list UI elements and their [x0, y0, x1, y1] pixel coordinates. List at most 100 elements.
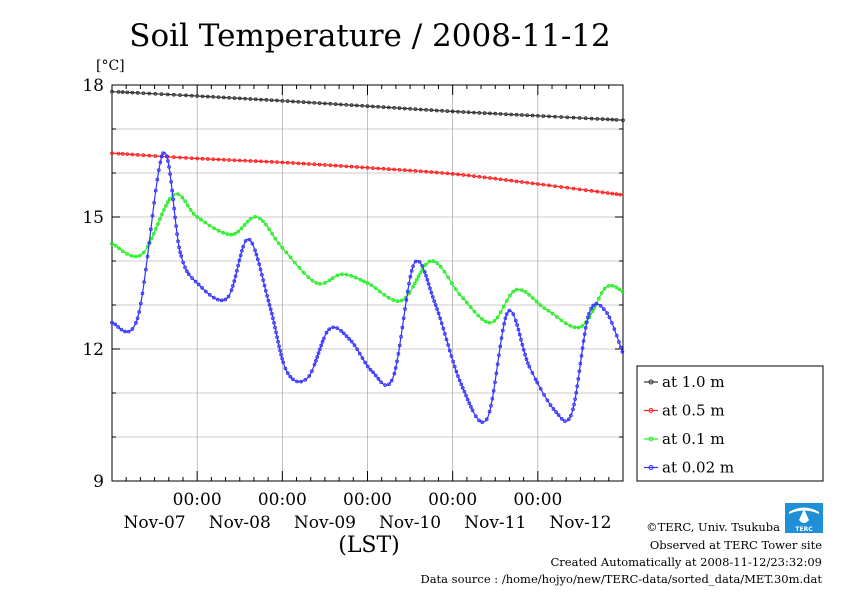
- series-marker: [619, 345, 623, 350]
- series-marker: [582, 332, 587, 336]
- series-marker: [285, 160, 290, 165]
- series-marker: [227, 158, 231, 162]
- series-marker: [491, 388, 496, 393]
- x-tick-time-label: 00:00: [343, 490, 392, 510]
- series-marker: [231, 284, 235, 288]
- series-marker: [464, 300, 469, 305]
- series-marker: [152, 200, 156, 205]
- series-marker: [232, 96, 237, 100]
- series-marker: [293, 260, 297, 265]
- series-marker: [137, 253, 142, 258]
- series-3: [110, 151, 625, 425]
- series-marker: [418, 271, 423, 275]
- series-marker: [488, 111, 492, 116]
- legend-swatch-marker: [648, 465, 654, 470]
- series-marker: [284, 250, 289, 255]
- y-tick-label: 9: [93, 472, 104, 492]
- series-marker: [487, 409, 492, 414]
- x-day-label: Nov-07: [124, 513, 186, 533]
- series-marker: [446, 275, 450, 280]
- series-marker: [150, 213, 155, 218]
- series-marker: [162, 208, 166, 212]
- series-marker: [534, 299, 539, 304]
- series-marker: [276, 241, 281, 246]
- series-marker: [349, 164, 354, 169]
- series-marker: [583, 325, 588, 330]
- series-marker: [279, 352, 283, 357]
- series-marker: [595, 117, 600, 121]
- series-marker: [501, 304, 506, 309]
- series-marker: [598, 303, 603, 308]
- series-marker: [273, 236, 278, 241]
- series-marker: [392, 167, 396, 172]
- y-tick-label: 15: [82, 208, 104, 228]
- series-marker: [450, 281, 454, 286]
- series-marker: [440, 108, 444, 113]
- series-marker: [409, 269, 414, 273]
- series-marker: [514, 287, 519, 292]
- series-marker: [530, 371, 535, 375]
- series-marker: [130, 327, 135, 331]
- series-marker: [327, 327, 332, 332]
- series-marker: [269, 160, 274, 164]
- series-marker: [605, 191, 610, 195]
- series-marker: [400, 325, 405, 330]
- series-marker: [589, 306, 593, 311]
- x-axis-ticks: 00:00 00:00 00:00 00:00 00:00 Nov-07 Nov-08 Nov…: [111, 85, 624, 533]
- series-marker: [504, 298, 509, 303]
- series-marker: [610, 320, 614, 325]
- y-tick-label: 18: [82, 76, 104, 96]
- series-marker: [553, 184, 557, 189]
- y-axis-unit: [°C]: [96, 58, 125, 74]
- series-marker: [243, 239, 248, 243]
- series-marker: [355, 347, 359, 352]
- series-marker: [438, 264, 443, 269]
- series-marker: [443, 332, 447, 336]
- series-marker: [578, 361, 583, 366]
- series-marker: [331, 325, 336, 330]
- series-marker: [577, 187, 582, 192]
- series-marker: [121, 249, 125, 254]
- series-marker: [258, 216, 262, 221]
- x-tick-time-label: 00:00: [428, 490, 477, 510]
- series-marker: [457, 378, 462, 383]
- series-marker: [461, 173, 466, 177]
- series-marker: [241, 244, 245, 249]
- series-marker: [414, 277, 419, 282]
- legend-label: at 0.5 m: [662, 402, 725, 420]
- series-marker: [396, 351, 401, 356]
- series-marker: [323, 281, 327, 285]
- series-marker: [133, 254, 138, 259]
- series-marker: [565, 185, 570, 190]
- series-marker: [392, 371, 397, 376]
- series-marker: [344, 102, 349, 107]
- series-marker: [395, 299, 400, 303]
- series-marker: [258, 267, 263, 272]
- series-marker: [113, 322, 118, 327]
- series-marker: [397, 343, 402, 348]
- series-marker: [365, 165, 370, 170]
- series-marker: [179, 254, 184, 258]
- series-marker: [513, 318, 518, 323]
- series-marker: [541, 182, 546, 187]
- series-marker: [365, 364, 370, 369]
- series-marker: [349, 103, 354, 107]
- series-marker: [477, 174, 482, 179]
- series-marker: [370, 104, 375, 109]
- series-marker: [484, 417, 489, 422]
- series-marker: [477, 418, 481, 423]
- series-marker: [205, 157, 210, 161]
- series-marker: [572, 402, 576, 407]
- series-marker: [110, 241, 114, 246]
- series-marker: [134, 321, 138, 325]
- series-marker: [276, 339, 280, 344]
- series-marker: [156, 168, 161, 172]
- credit-created: Created Automatically at 2008-11-12/23:3…: [551, 555, 823, 569]
- series-marker: [243, 158, 247, 163]
- series-marker: [253, 214, 258, 219]
- series-marker: [425, 277, 430, 282]
- series-marker: [429, 290, 434, 295]
- series-marker: [408, 168, 412, 173]
- series-marker: [242, 223, 247, 227]
- series-marker: [272, 321, 276, 325]
